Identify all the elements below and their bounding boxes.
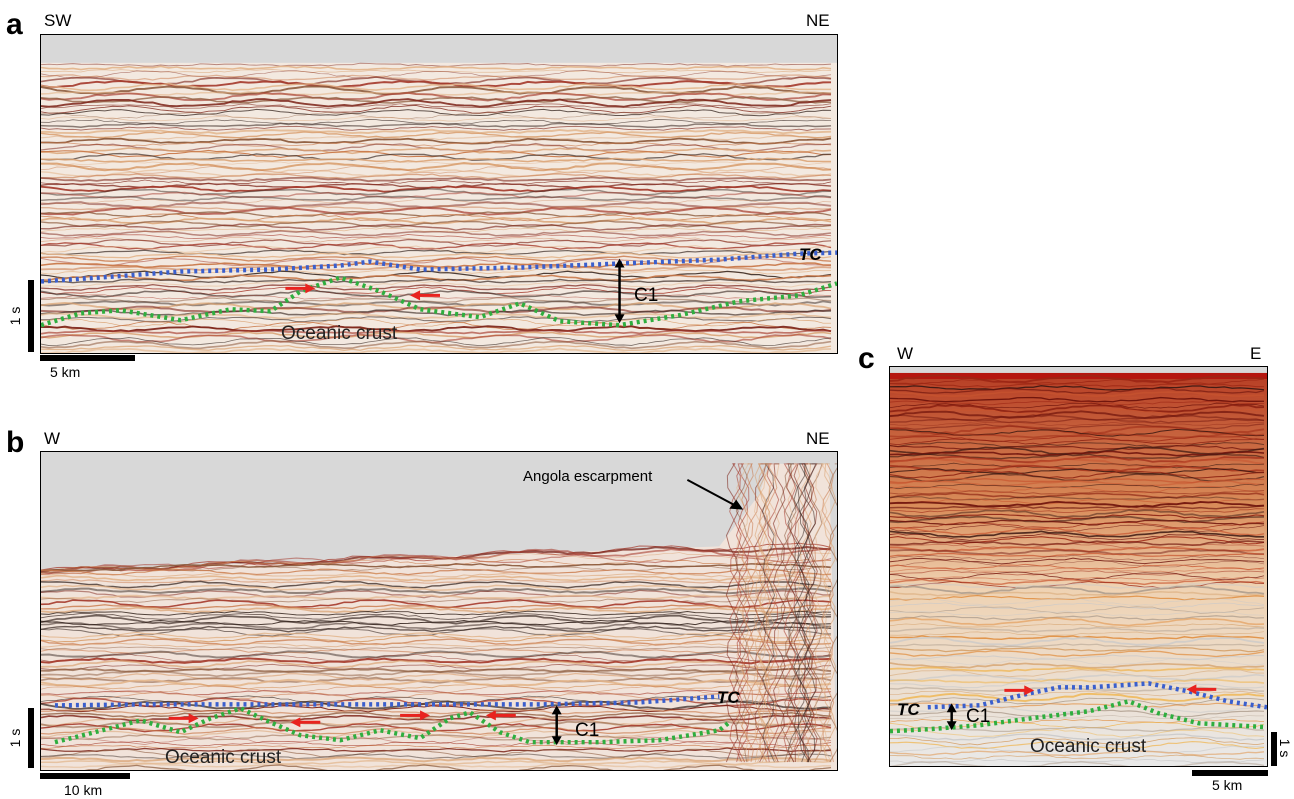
panel-a-c1-label: C1 — [634, 285, 659, 306]
panel-c-oceanic-crust-label: Oceanic crust — [1030, 736, 1147, 757]
panel-c-right-direction: E — [1250, 344, 1262, 363]
panel-b-seismic-section: Angola escarpment TC C1 Oceanic crust — [40, 451, 838, 771]
panel-a-shear-arrow-right — [285, 283, 316, 294]
panel-b-seismic-image — [41, 452, 837, 770]
panel-b-left-direction: W — [44, 429, 61, 448]
panel-c-time-scale-label: 1 s — [1277, 738, 1293, 758]
panel-b-distance-scale-label: 10 km — [64, 782, 103, 798]
panel-b-c1-label: C1 — [575, 720, 600, 741]
panel-a-seismic-image — [41, 35, 837, 353]
panel-c-top-of-crust-line — [927, 681, 1267, 710]
panel-c-left-direction: W — [897, 344, 914, 363]
panel-a-left-direction: SW — [44, 11, 72, 30]
panel-c-c1-label: C1 — [966, 706, 991, 727]
panel-c-time-scale-bar — [1271, 732, 1277, 766]
seismic-reflectors — [41, 62, 832, 353]
panel-c-base-of-crust-line — [890, 698, 1267, 734]
panel-c-c1-thickness-arrow — [946, 703, 957, 731]
panel-a-time-scale-label: 1 s — [7, 306, 23, 326]
panel-a-top-of-crust-line — [41, 250, 837, 284]
panel-a-seismic-section: TC C1 Oceanic crust — [40, 34, 838, 354]
panel-b-distance-scale-bar — [40, 773, 130, 779]
panel-a-distance-scale-label: 5 km — [50, 364, 81, 380]
panel-b-right-direction: NE — [806, 429, 830, 448]
panel-c-seismic-image — [890, 367, 1267, 766]
panel-b-c1-thickness-arrow — [551, 705, 562, 746]
panel-b-time-scale-bar — [28, 708, 34, 768]
panel-c-shear-arrow-right — [1004, 685, 1035, 696]
panel-a-water-column — [41, 35, 837, 65]
seismic-reflectors — [41, 542, 832, 770]
panel-a-c1-thickness-arrow — [614, 258, 625, 324]
panel-b-escarpment-pointer-head — [729, 499, 744, 510]
panel-a-shear-arrow-left — [410, 290, 440, 301]
seismic-reflectors — [890, 374, 1265, 589]
panel-b-escarpment-pointer-line — [686, 478, 740, 509]
panel-a-distance-scale-bar — [40, 355, 135, 361]
panel-c-distance-scale-label: 5 km — [1212, 777, 1243, 793]
panel-b-top-of-crust-line — [54, 694, 720, 708]
panel-a-right-direction: NE — [806, 11, 830, 30]
panel-b-sediment-fill — [41, 463, 837, 770]
panel-b-time-scale-label: 1 s — [7, 728, 23, 748]
panel-b-shear-arrow-1 — [168, 713, 199, 724]
panel-c-tc-label: TC — [897, 700, 920, 719]
panel-c-seismic-section: TC C1 Oceanic crust — [889, 366, 1268, 767]
panel-c-distance-scale-bar — [1192, 770, 1268, 776]
panel-b-tc-label: TC — [717, 688, 740, 707]
panel-a-tc-label: TC — [799, 245, 822, 264]
panel-b-shear-arrow-2 — [290, 717, 321, 728]
panel-b-letter: b — [6, 426, 25, 459]
panel-b-escarpment-label: Angola escarpment — [523, 468, 653, 485]
panel-b-oceanic-crust-label: Oceanic crust — [165, 747, 282, 768]
panel-a-oceanic-crust-label: Oceanic crust — [281, 323, 398, 344]
panel-c-water-column — [890, 367, 1267, 373]
panel-c-shear-arrow-left — [1186, 684, 1217, 695]
panel-b-shear-arrow-3 — [400, 710, 431, 721]
panel-b-escarpment-texture — [725, 463, 837, 763]
panel-a-time-scale-bar — [28, 280, 34, 352]
panel-c-letter: c — [858, 342, 875, 375]
panel-b-shear-arrow-4 — [485, 710, 516, 721]
panel-a-letter: a — [6, 8, 23, 41]
